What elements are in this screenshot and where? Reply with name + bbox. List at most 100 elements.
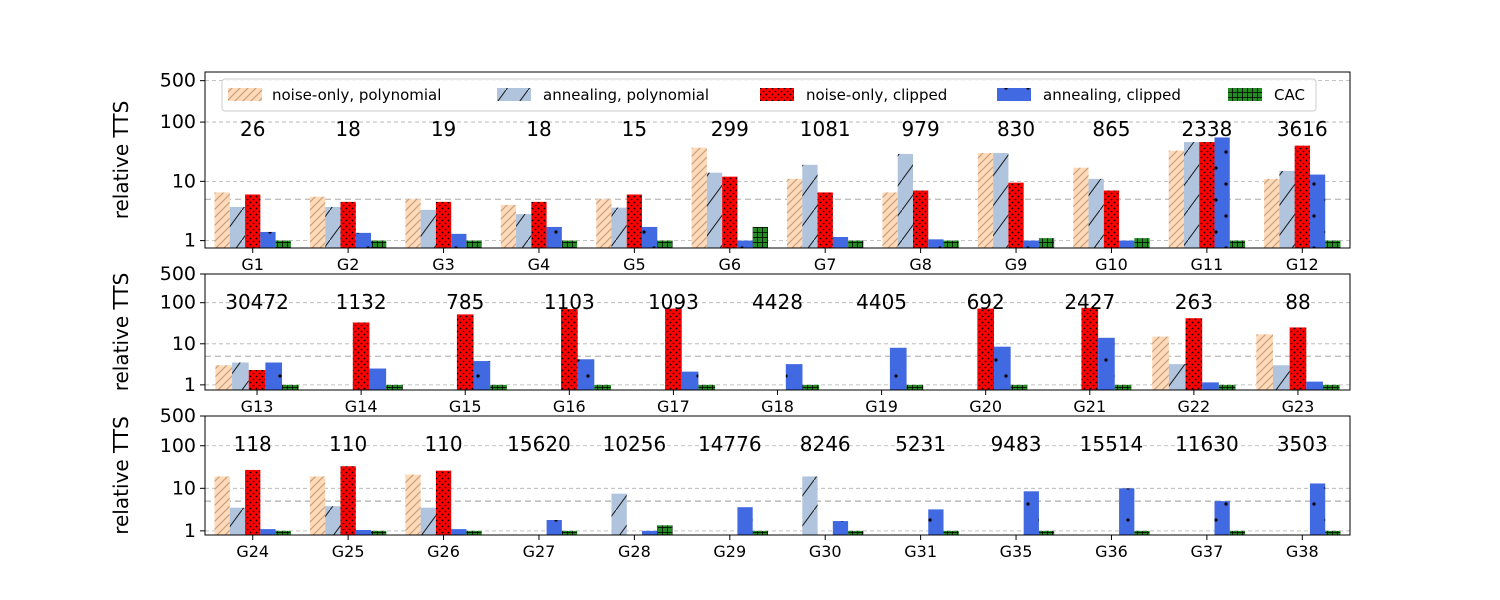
annotation-label: 3503 [1277, 432, 1328, 456]
bar-nc-G4 [531, 201, 547, 248]
bar-cac-G17 [698, 384, 716, 390]
bar-np-G5 [596, 199, 612, 248]
bar-np-G2 [309, 196, 326, 248]
bar-nc-G5 [626, 194, 643, 248]
bar-cac-G35 [1038, 530, 1055, 535]
annotation-label: 865 [1092, 117, 1130, 141]
bar-cac-G29 [752, 530, 768, 535]
bar-np-G25 [309, 476, 326, 535]
bar-nc-G15 [456, 314, 474, 390]
bar-nc-G8 [912, 190, 929, 248]
y-tick-label: 10 [172, 333, 196, 355]
x-tick-label: G36 [1095, 542, 1128, 561]
bar-ap-G6 [706, 172, 723, 248]
bar-np-G3 [405, 199, 421, 248]
bar-cac-G10 [1134, 238, 1150, 248]
bar-ac-G36 [1119, 488, 1135, 535]
chart-panels: 110100500G126G218G319G418G515G6299G71081… [109, 70, 1351, 561]
x-tick-label: G22 [1177, 397, 1210, 416]
bar-nc-G26 [435, 470, 452, 535]
bar-np-G24 [214, 476, 230, 535]
x-tick-label: G7 [814, 255, 837, 274]
y-tick-label: 1 [184, 374, 196, 396]
bar-ac-G31 [928, 509, 944, 535]
y-tick-label: 100 [160, 435, 196, 457]
bar-cac-G12 [1325, 240, 1341, 248]
bar-cac-G15 [490, 384, 507, 390]
bar-cac-G8 [943, 240, 959, 248]
bar-cac-G6 [752, 226, 768, 248]
bar-ac-G13 [265, 362, 283, 390]
legend-label-nc: noise-only, clipped [806, 86, 947, 104]
legend-label-cac: CAC [1274, 86, 1305, 104]
annotation-label: 8246 [800, 432, 851, 456]
legend-swatch-np [228, 88, 262, 101]
bar-ap-G5 [611, 207, 627, 248]
bar-ap-G11 [1183, 142, 1200, 248]
axes-frame [204, 273, 1351, 391]
x-tick-label: G35 [1000, 542, 1033, 561]
annotation-label: 15514 [1080, 432, 1144, 456]
bar-ap-G7 [802, 164, 818, 248]
bar-ac-G5 [642, 226, 658, 248]
bar-cac-G13 [282, 384, 299, 390]
bar-np-G26 [405, 474, 421, 535]
bar-nc-G16 [560, 309, 578, 390]
y-tick-label: 500 [160, 263, 196, 285]
bar-ac-G4 [546, 226, 562, 248]
x-tick-label: G25 [332, 542, 365, 561]
bar-ac-G29 [737, 507, 753, 535]
bar-np-G8 [882, 192, 898, 248]
x-tick-label: G37 [1190, 542, 1223, 561]
x-tick-label: G9 [1005, 255, 1028, 274]
y-tick-label: 1 [184, 230, 196, 252]
bar-cac-G19 [906, 384, 924, 390]
x-tick-label: G38 [1286, 542, 1319, 561]
bar-cac-G26 [466, 530, 482, 535]
x-tick-label: G28 [618, 542, 651, 561]
bar-cac-G20 [1010, 384, 1028, 390]
bar-np-G1 [214, 192, 230, 248]
bar-ac-G19 [889, 347, 907, 390]
x-tick-label: G12 [1286, 255, 1319, 274]
x-tick-label: G23 [1282, 397, 1315, 416]
bar-ac-G16 [577, 359, 595, 390]
bar-cac-G22 [1218, 384, 1236, 390]
x-tick-label: G29 [713, 542, 746, 561]
bar-nc-G23 [1289, 327, 1307, 390]
annotation-label: 263 [1175, 290, 1213, 314]
bar-ac-G6 [737, 240, 753, 248]
y-tick-label: 500 [160, 70, 196, 92]
annotation-label: 10256 [603, 432, 667, 456]
bar-ac-G37 [1214, 501, 1230, 535]
bar-cac-G18 [802, 384, 820, 390]
bar-ap-G1 [229, 206, 246, 248]
annotation-label: 1081 [800, 117, 851, 141]
bar-nc-G17 [665, 308, 682, 390]
bar-ac-G23 [1306, 381, 1323, 390]
x-tick-label: G8 [909, 255, 932, 274]
bar-ac-G24 [260, 529, 276, 535]
y-tick-label: 10 [172, 477, 196, 499]
annotation-label: 110 [329, 432, 367, 456]
bar-nc-G2 [340, 201, 356, 248]
bar-ap-G30 [802, 476, 818, 535]
legend-swatch-cac [1228, 88, 1262, 101]
x-tick-label: G18 [761, 397, 794, 416]
bar-nc-G14 [352, 322, 370, 390]
bar-cac-G27 [561, 530, 578, 535]
bar-cac-G5 [657, 240, 673, 248]
axes-frame [204, 415, 1351, 536]
bar-nc-G21 [1081, 307, 1099, 390]
y-tick-label: 1 [184, 520, 196, 542]
annotation-label: 2338 [1181, 117, 1232, 141]
bar-ac-G2 [355, 232, 372, 248]
annotation-label: 3616 [1277, 117, 1328, 141]
x-tick-label: G1 [241, 255, 264, 274]
annotation-label: 110 [424, 432, 462, 456]
bar-cac-G1 [275, 240, 291, 248]
annotation-label: 18 [526, 117, 551, 141]
bar-cac-G4 [561, 240, 578, 248]
bar-ap-G25 [325, 506, 341, 535]
bar-nc-G25 [340, 466, 356, 535]
